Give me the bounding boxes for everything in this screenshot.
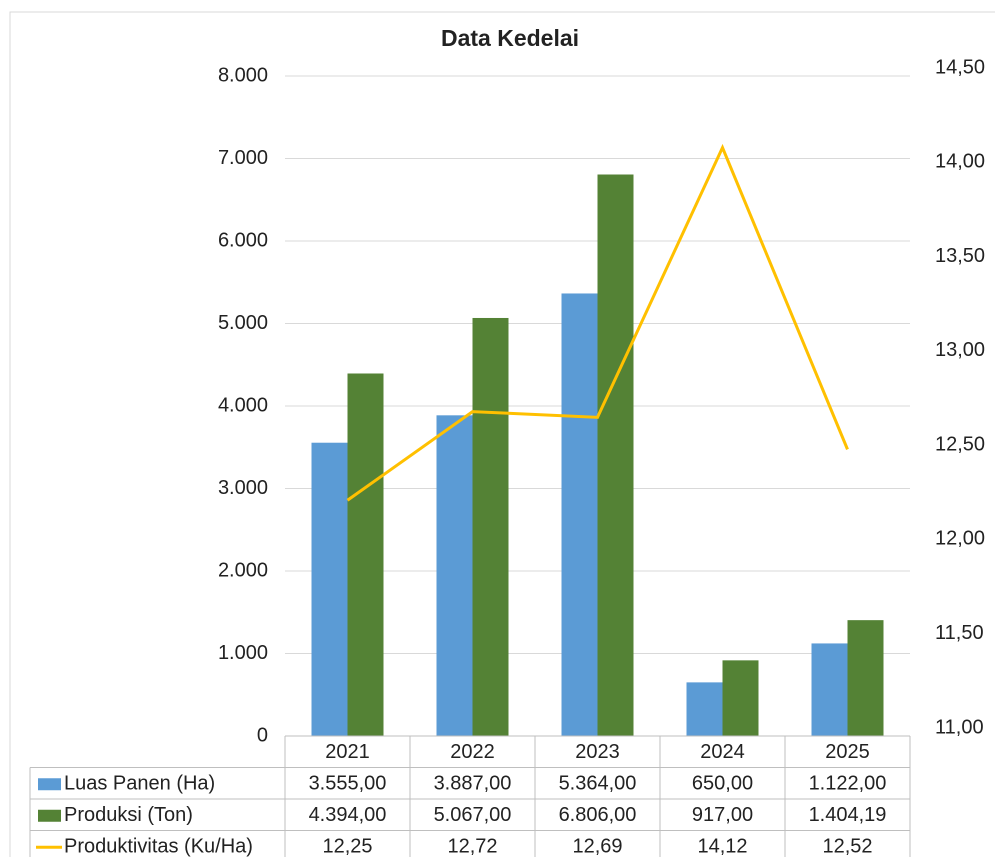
legend-label: Produksi (Ton) (64, 804, 193, 826)
y2-tick-label: 13,50 (935, 245, 985, 267)
y-tick-label: 4.000 (218, 394, 268, 416)
legend-label: Luas Panen (Ha) (64, 773, 215, 795)
bar (686, 682, 723, 736)
table-cell: 12,69 (572, 836, 622, 857)
bar (597, 174, 634, 736)
y-tick-label: 0 (257, 724, 268, 746)
x-tick-label: 2022 (450, 741, 495, 763)
table-cell: 12,72 (447, 836, 497, 857)
y-tick-label: 7.000 (218, 147, 268, 169)
y-tick-label: 6.000 (218, 229, 268, 251)
chart-title: Data Kedelai (441, 25, 579, 51)
bar (561, 293, 598, 736)
y2-tick-label: 13,00 (935, 339, 985, 361)
table-cell: 917,00 (692, 804, 753, 826)
table-cell: 1.404,19 (809, 804, 887, 826)
bar (722, 660, 759, 736)
table-cell: 4.394,00 (309, 804, 387, 826)
y2-tick-label: 11,50 (935, 622, 984, 644)
x-tick-label: 2024 (700, 741, 745, 763)
table-cell: 12,52 (822, 836, 872, 857)
table-cell: 5.364,00 (559, 773, 637, 795)
x-tick-label: 2021 (325, 741, 370, 763)
bar (311, 442, 348, 736)
y2-tick-label: 11,00 (935, 716, 984, 738)
y-tick-label: 1.000 (218, 642, 268, 664)
table-cell: 5.067,00 (434, 804, 512, 826)
table-cell: 3.887,00 (434, 773, 512, 795)
y-tick-label: 3.000 (218, 477, 268, 499)
bar (811, 643, 848, 736)
x-tick-label: 2023 (575, 741, 620, 763)
y2-tick-label: 14,00 (935, 151, 985, 173)
line-series (346, 143, 849, 502)
y-tick-label: 2.000 (218, 559, 268, 581)
legend-label: Produktivitas (Ku/Ha) (64, 836, 253, 857)
y2-tick-label: 12,50 (935, 433, 985, 455)
legend-key (38, 809, 61, 822)
y-tick-label: 5.000 (218, 312, 268, 334)
table-cell: 650,00 (692, 773, 753, 795)
table-cell: 1.122,00 (809, 773, 887, 795)
y2-tick-label: 12,00 (935, 528, 985, 550)
table-cell: 12,25 (322, 836, 372, 857)
chart-border (9, 11, 995, 857)
table-cell: 6.806,00 (559, 804, 637, 826)
bar (347, 373, 384, 736)
y2-tick-label: 14,50 (935, 56, 985, 78)
bar (847, 620, 884, 736)
table-cell: 14,12 (697, 836, 747, 857)
bar (472, 317, 509, 736)
table-cell: 3.555,00 (309, 773, 387, 795)
x-tick-label: 2025 (825, 741, 870, 763)
y-tick-label: 8.000 (218, 64, 268, 86)
legend-key (38, 778, 61, 791)
bar (436, 415, 473, 736)
